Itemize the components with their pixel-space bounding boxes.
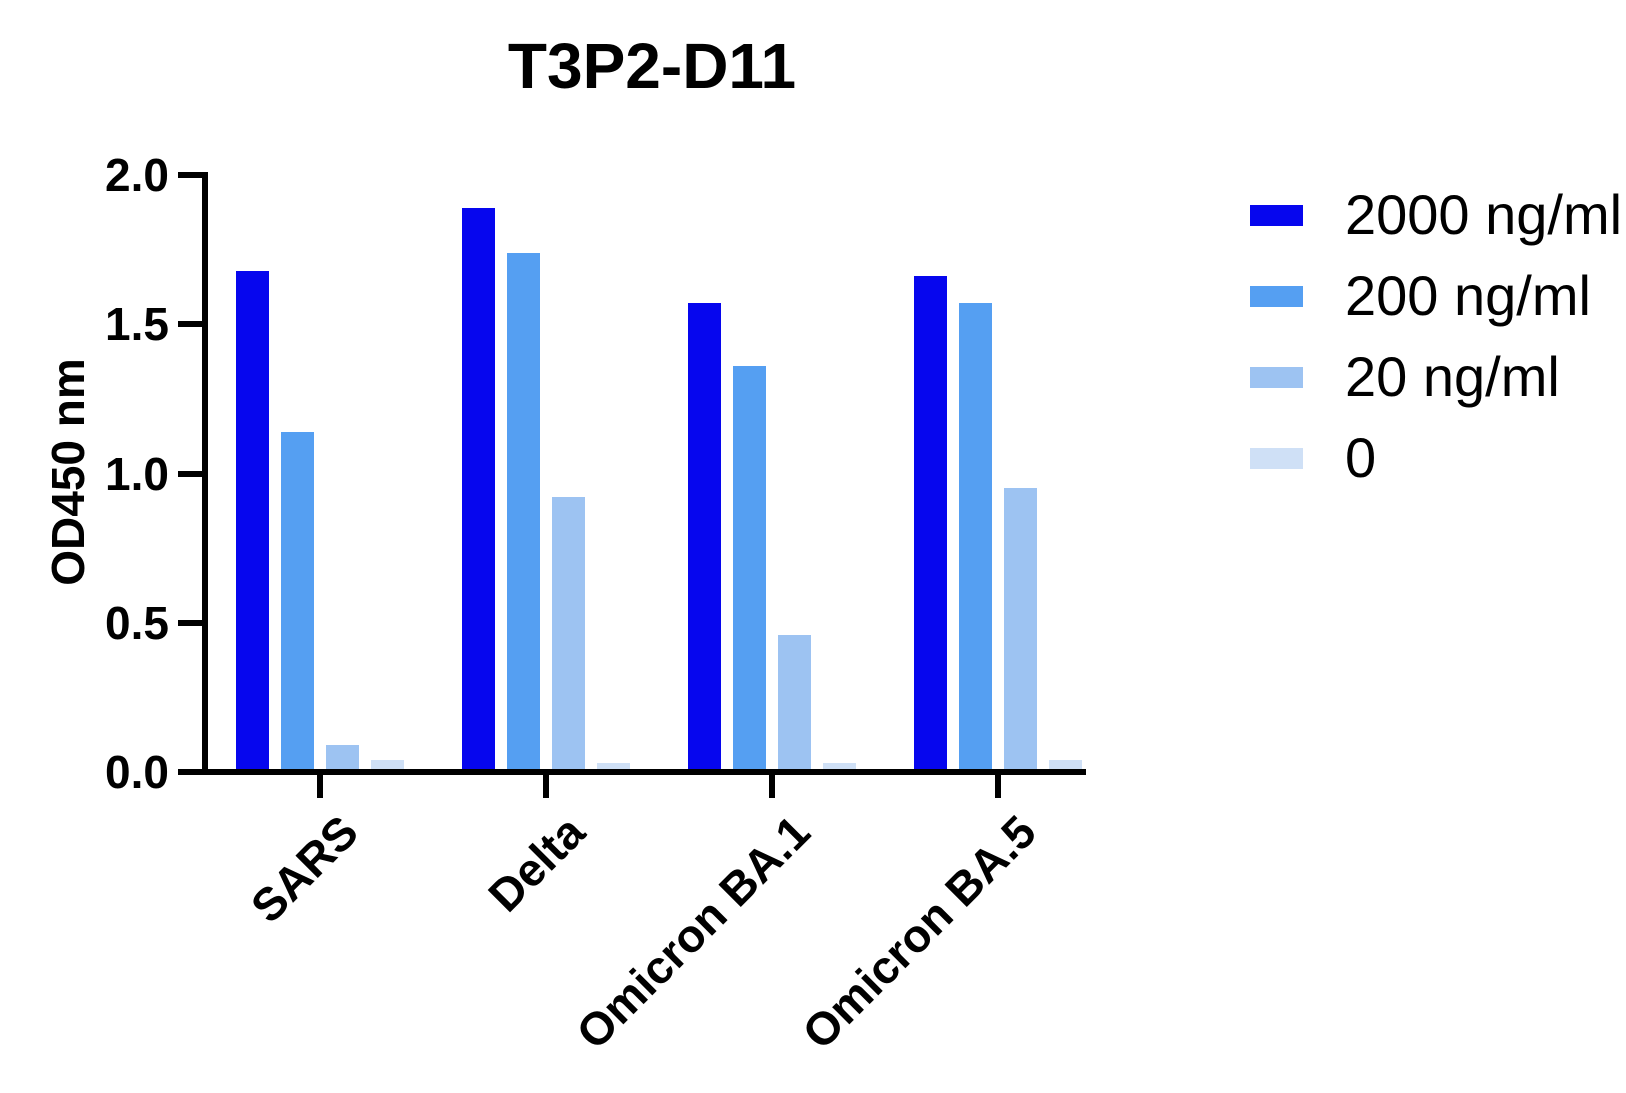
bar-sars-20-ng-ml bbox=[326, 745, 359, 769]
bar-omicron-ba-5-0 bbox=[1049, 760, 1082, 769]
y-tick bbox=[178, 470, 202, 477]
x-category-label-omicron-ba-1: Omicron BA.1 bbox=[566, 805, 821, 1059]
x-tick bbox=[543, 769, 549, 798]
bar-delta-0 bbox=[597, 763, 630, 769]
x-category-label-sars: SARS bbox=[240, 805, 369, 933]
x-tick bbox=[995, 769, 1001, 798]
legend-label-20-ng-ml: 20 ng/ml bbox=[1345, 345, 1560, 408]
y-tick-label: 0.5 bbox=[105, 596, 169, 649]
bar-sars-200-ng-ml bbox=[281, 431, 314, 769]
bar-omicron-ba-5-2000-ng-ml bbox=[914, 276, 947, 769]
bar-omicron-ba-5-200-ng-ml bbox=[959, 303, 992, 769]
x-category-label-delta: Delta bbox=[477, 805, 595, 922]
y-axis-line bbox=[202, 172, 208, 775]
y-tick-label: 0.0 bbox=[105, 746, 169, 798]
y-tick bbox=[178, 619, 202, 626]
legend-swatch-0 bbox=[1250, 447, 1303, 469]
bar-omicron-ba-5-20-ng-ml bbox=[1004, 488, 1037, 769]
bar-omicron-ba-1-2000-ng-ml bbox=[688, 303, 721, 769]
x-tick bbox=[317, 769, 323, 798]
legend-label-0: 0 bbox=[1345, 426, 1377, 489]
bar-omicron-ba-1-200-ng-ml bbox=[733, 366, 766, 769]
chart-title: T3P2-D11 bbox=[507, 30, 797, 102]
bar-delta-200-ng-ml bbox=[507, 252, 540, 769]
legend-swatch-20-ng-ml bbox=[1250, 366, 1303, 388]
bar-delta-2000-ng-ml bbox=[462, 207, 495, 769]
legend-label-200-ng-ml: 200 ng/ml bbox=[1345, 264, 1591, 327]
x-axis-line bbox=[202, 769, 1086, 775]
y-tick bbox=[178, 172, 202, 178]
bar-delta-20-ng-ml bbox=[552, 497, 585, 769]
y-tick bbox=[178, 321, 202, 328]
legend-label-2000-ng-ml: 2000 ng/ml bbox=[1345, 183, 1623, 246]
bar-sars-2000-ng-ml bbox=[236, 270, 269, 769]
y-tick-label: 1.0 bbox=[105, 447, 169, 500]
x-category-label-omicron-ba-5: Omicron BA.5 bbox=[792, 805, 1047, 1059]
bar-sars-0 bbox=[371, 760, 404, 769]
y-tick-label: 2.0 bbox=[105, 149, 169, 201]
x-tick bbox=[769, 769, 775, 798]
y-tick bbox=[178, 769, 202, 775]
bar-omicron-ba-1-20-ng-ml bbox=[778, 634, 811, 769]
legend-swatch-200-ng-ml bbox=[1250, 285, 1303, 307]
bar-omicron-ba-1-0 bbox=[823, 763, 856, 769]
y-tick-label: 1.5 bbox=[105, 298, 169, 351]
legend-swatch-2000-ng-ml bbox=[1250, 204, 1303, 226]
